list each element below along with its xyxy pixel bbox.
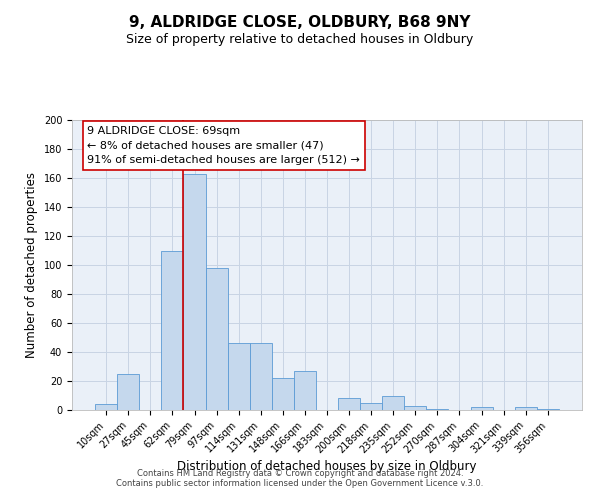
Bar (338, 398, 360, 410)
Bar (95, 404, 117, 410)
Text: 9 ALDRIDGE CLOSE: 69sqm
← 8% of detached houses are smaller (47)
91% of semi-det: 9 ALDRIDGE CLOSE: 69sqm ← 8% of detached… (88, 126, 360, 166)
Bar (294, 371, 316, 410)
Bar (250, 344, 272, 410)
Bar (184, 174, 206, 410)
Bar (227, 344, 250, 410)
Bar (404, 406, 427, 410)
Y-axis label: Number of detached properties: Number of detached properties (25, 172, 38, 358)
Bar (537, 408, 559, 410)
Bar (206, 268, 227, 410)
Bar (515, 407, 537, 410)
Text: Contains public sector information licensed under the Open Government Licence v.: Contains public sector information licen… (116, 478, 484, 488)
Bar (117, 374, 139, 410)
X-axis label: Distribution of detached houses by size in Oldbury: Distribution of detached houses by size … (177, 460, 477, 473)
Bar (382, 396, 404, 410)
Bar (272, 378, 294, 410)
Text: Size of property relative to detached houses in Oldbury: Size of property relative to detached ho… (127, 32, 473, 46)
Bar (427, 408, 448, 410)
Text: 9, ALDRIDGE CLOSE, OLDBURY, B68 9NY: 9, ALDRIDGE CLOSE, OLDBURY, B68 9NY (129, 15, 471, 30)
Text: Contains HM Land Registry data © Crown copyright and database right 2024.: Contains HM Land Registry data © Crown c… (137, 468, 463, 477)
Bar (360, 403, 382, 410)
Bar (470, 407, 493, 410)
Bar (161, 250, 184, 410)
